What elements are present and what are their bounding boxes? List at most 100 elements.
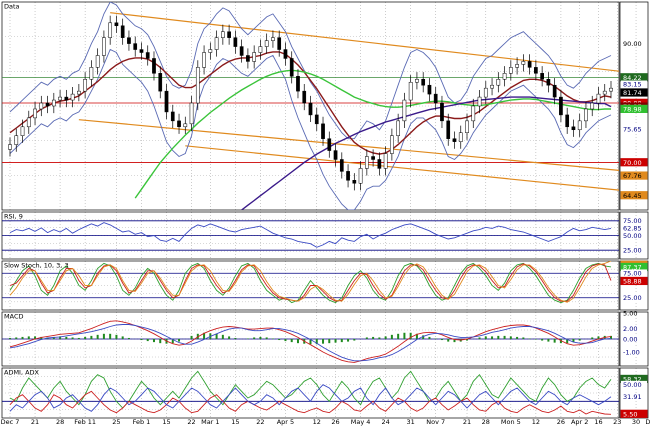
macd-histogram-bar xyxy=(246,338,249,339)
series-line xyxy=(134,69,611,199)
macd-histogram-bar xyxy=(84,336,87,339)
candle-body xyxy=(108,22,113,38)
price-label-box xyxy=(620,276,648,286)
candle-body xyxy=(590,102,595,110)
candle-body xyxy=(508,67,513,74)
macd-histogram-bar xyxy=(516,336,519,339)
candle-body xyxy=(64,96,69,101)
price-label-box xyxy=(620,158,648,167)
candle-body xyxy=(352,180,357,184)
candle-body xyxy=(195,67,200,104)
macd-histogram-bar xyxy=(353,339,356,341)
macd-histogram-bar xyxy=(372,336,375,339)
price-label-box xyxy=(621,246,647,254)
candle-body xyxy=(214,37,219,50)
macd-histogram-bar xyxy=(434,338,437,339)
candle-body xyxy=(490,84,494,89)
candle-body xyxy=(602,90,607,95)
macd-histogram-bar xyxy=(422,335,425,339)
x-tick-label: 21 xyxy=(463,418,471,426)
candle-body xyxy=(371,156,375,160)
macd-histogram-bar xyxy=(403,332,406,339)
macd-histogram-bar xyxy=(159,339,162,344)
macd-histogram-bar xyxy=(378,337,381,339)
candle-body xyxy=(421,79,426,86)
macd-histogram-bar xyxy=(9,337,11,339)
macd-histogram-bar xyxy=(271,338,274,339)
trendline xyxy=(78,119,619,172)
x-tick-label: 22 xyxy=(187,418,195,426)
macd-histogram-bar xyxy=(340,339,343,343)
price-label: 62.85 xyxy=(623,224,642,232)
pane-2: Slow Stoch, 10, 3, 3100.0087.3775.0058.8… xyxy=(1,260,649,311)
candle-body xyxy=(145,52,150,59)
price-label-box xyxy=(621,380,647,389)
candle-body xyxy=(177,120,181,128)
x-tick-label: 30 xyxy=(632,418,640,426)
x-tick-label: 15 xyxy=(162,418,170,426)
pane-plot-area xyxy=(2,2,619,210)
candle-body xyxy=(70,93,75,101)
price-label-box xyxy=(621,269,647,277)
candle-body xyxy=(333,150,338,160)
candle-body xyxy=(396,120,400,136)
trendline xyxy=(185,145,619,191)
macd-histogram-bar xyxy=(190,335,193,339)
price-label: 50.00 xyxy=(623,232,642,240)
candle-body xyxy=(546,79,551,86)
macd-histogram-bar xyxy=(221,334,224,339)
candle-body xyxy=(183,123,188,128)
price-label-box xyxy=(620,409,648,418)
x-tick-label: 23 xyxy=(613,418,621,426)
price-label-box xyxy=(621,80,647,88)
candle-body xyxy=(527,61,532,68)
candle-body xyxy=(26,117,31,128)
candle-body xyxy=(302,90,307,104)
price-label: 64.45 xyxy=(623,192,642,200)
macd-histogram-bar xyxy=(572,339,575,343)
x-tick-label: 28 xyxy=(482,418,490,426)
x-tick-label: 28 xyxy=(56,418,64,426)
x-tick-label: Mar 1 xyxy=(201,418,219,426)
x-tick-label: Apr 5 xyxy=(277,418,294,426)
candle-body xyxy=(227,31,231,38)
x-tick-label: Apr 2 xyxy=(571,418,588,426)
macd-histogram-bar xyxy=(115,334,118,339)
candle-body xyxy=(114,22,119,27)
candle-body xyxy=(339,159,344,172)
macd-histogram-bar xyxy=(259,336,262,339)
pane-3: MACD 5.00 2.00 0.00 -1.00 xyxy=(1,310,649,367)
candle-body xyxy=(408,81,413,101)
macd-histogram-bar xyxy=(322,339,325,344)
macd-histogram-bar xyxy=(447,339,450,342)
x-tick-label: 21 xyxy=(31,418,39,426)
x-tick-label: 16 xyxy=(594,418,602,426)
candle-body xyxy=(14,135,19,145)
candle-body xyxy=(314,114,319,125)
pane-plot-area xyxy=(2,219,619,252)
macd-histogram-bar xyxy=(21,336,24,339)
candle-body xyxy=(246,55,250,62)
price-label: 81.74 xyxy=(623,89,642,97)
series-line xyxy=(9,2,612,140)
macd-histogram-bar xyxy=(484,336,487,339)
candle-body xyxy=(58,96,62,101)
y-tick-label: 90.00 xyxy=(623,40,642,48)
candle-body xyxy=(51,99,56,107)
candle-body xyxy=(39,102,44,110)
x-tick-label: 12 xyxy=(313,418,321,426)
candle-body xyxy=(45,102,50,107)
candle-body xyxy=(8,144,12,150)
candle-body xyxy=(277,37,282,50)
macd-histogram-bar xyxy=(15,337,18,339)
series-line xyxy=(9,384,612,412)
candle-body xyxy=(502,73,507,80)
candle-body xyxy=(33,108,37,119)
price-axis-frame xyxy=(619,211,649,260)
pane-title: ADMI, ADX xyxy=(4,369,40,377)
price-label-box xyxy=(621,293,647,302)
candle-body xyxy=(402,99,407,122)
macd-histogram-bar xyxy=(497,335,500,339)
macd-histogram-bar xyxy=(178,339,181,342)
